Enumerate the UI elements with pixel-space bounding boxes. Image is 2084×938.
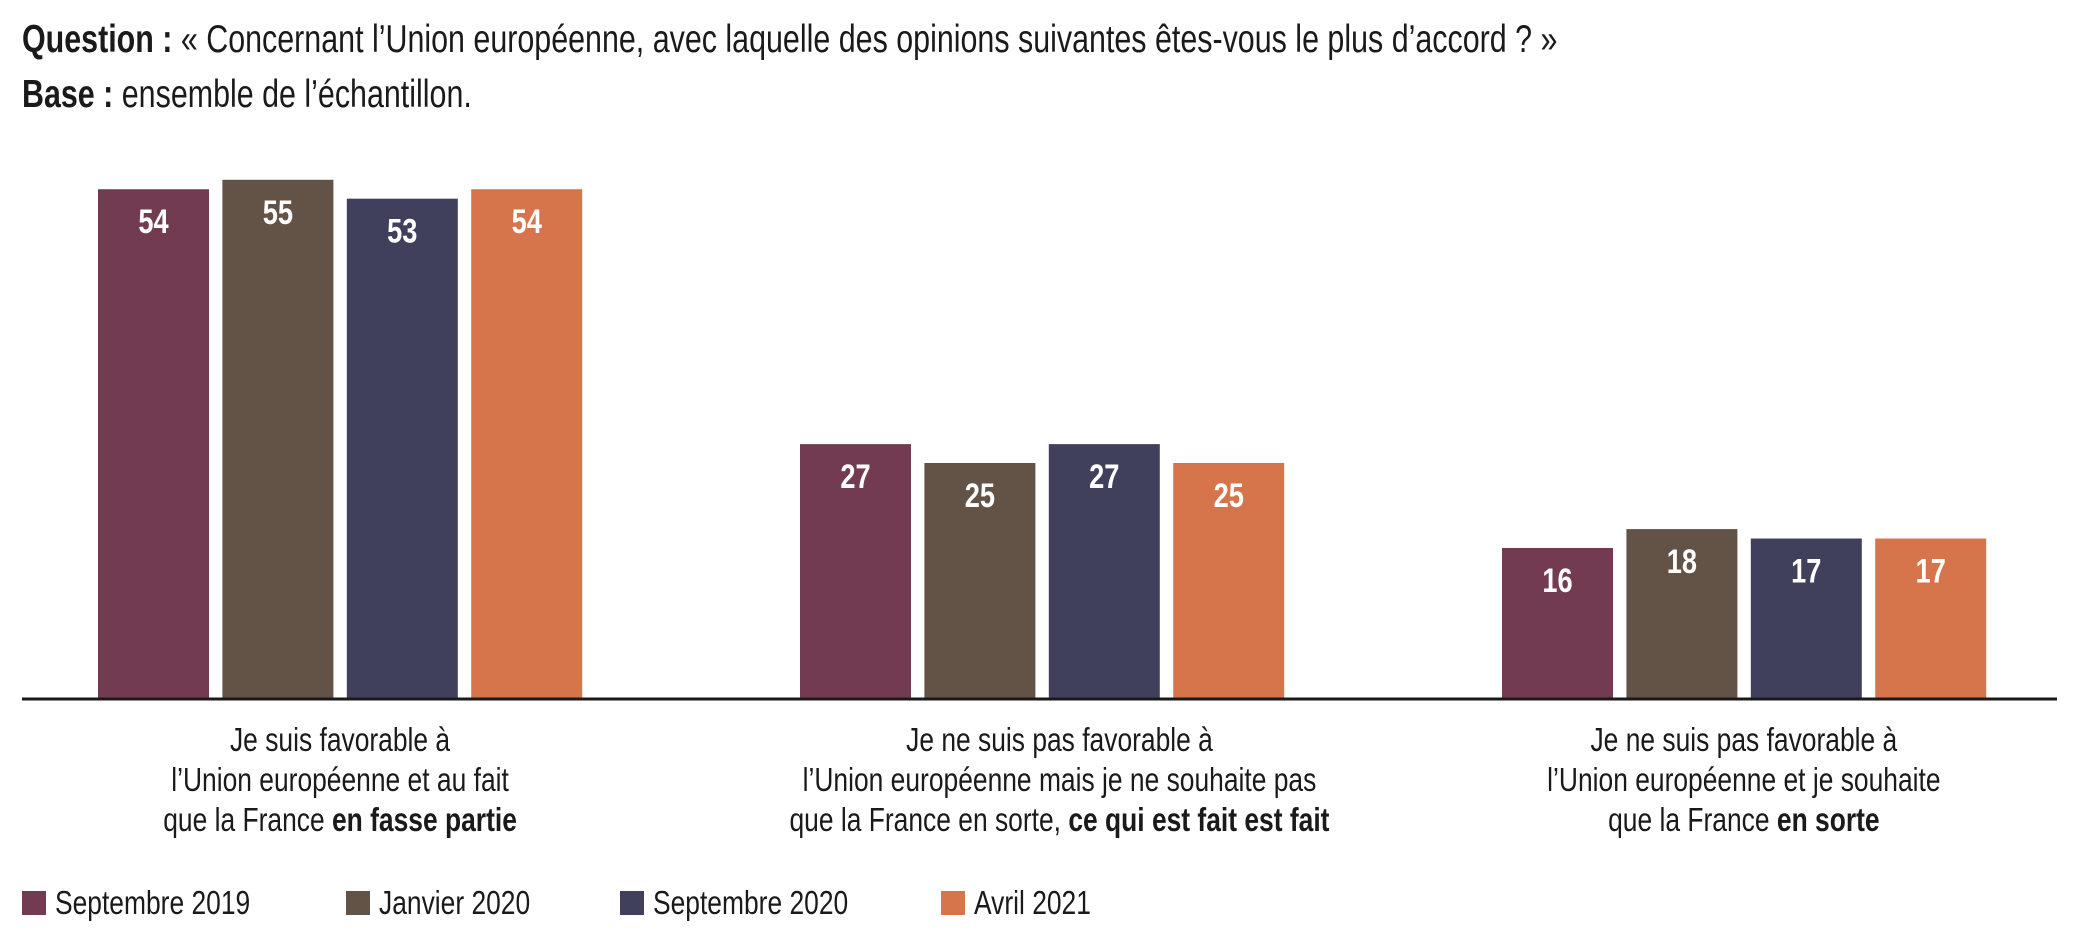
category-label-line: que la France en sorte <box>1547 800 1940 840</box>
category-label-text: l’Union européenne et au fait <box>171 761 509 798</box>
base-line: Base : ensemble de l’échantillon. <box>22 73 599 117</box>
category-label-text: que la France en sorte, <box>789 801 1069 838</box>
bar <box>222 179 334 700</box>
bar <box>924 463 1036 699</box>
category-label-line: que la France en sorte, ce qui est fait … <box>790 800 1330 840</box>
category-label-line: Je ne suis pas favorable à <box>1547 720 1940 760</box>
category-label-text: que la France <box>1608 801 1778 838</box>
legend-label: Septembre 2019 <box>55 884 251 921</box>
value-label: 25 <box>1214 476 1244 515</box>
category-label-text: que la France <box>163 801 333 838</box>
legend-item: Septembre 2020 <box>620 884 897 922</box>
category-label: Je suis favorable à l’Union européenne et… <box>20 720 660 840</box>
value-label: 53 <box>387 212 417 251</box>
category-label-emphasis: ce qui est fait est fait <box>1068 801 1330 838</box>
value-label: 54 <box>138 202 168 241</box>
bar <box>471 189 583 700</box>
bar <box>1502 547 1613 699</box>
bar <box>98 189 209 700</box>
legend-swatch <box>346 891 370 915</box>
bar <box>1048 444 1160 699</box>
category-label-line: l’Union européenne et je souhaite <box>1547 760 1940 800</box>
category-label-line: Je ne suis pas favorable à <box>790 720 1330 760</box>
value-label: 25 <box>965 476 995 515</box>
question-label: Question : <box>22 18 173 61</box>
bars-group <box>98 179 1987 700</box>
value-label: 54 <box>512 202 542 241</box>
base-text: ensemble de l’échantillon. <box>121 73 472 116</box>
value-label: 27 <box>1089 457 1119 496</box>
category-label-emphasis: en fasse partie <box>332 801 517 838</box>
category-label-line: Je suis favorable à <box>163 720 517 760</box>
value-label: 17 <box>1916 552 1946 591</box>
legend-item: Septembre 2019 <box>22 884 299 922</box>
category-label-line: l’Union européenne et au fait <box>163 760 517 800</box>
value-label: 27 <box>840 457 870 496</box>
legend-label: Janvier 2020 <box>379 884 531 921</box>
category-label-emphasis: en sorte <box>1777 801 1880 838</box>
value-label: 17 <box>1791 552 1821 591</box>
legend-swatch <box>620 891 644 915</box>
category-label-text: Je suis favorable à <box>230 721 451 758</box>
value-label: 55 <box>263 193 293 232</box>
base-label: Base : <box>22 73 114 116</box>
category-label-text: l’Union européenne et je souhaite <box>1547 761 1941 798</box>
category-label-line: que la France en fasse partie <box>163 800 517 840</box>
category-label-text: Je ne suis pas favorable à <box>906 721 1213 758</box>
category-label-text: l’Union européenne mais je ne souhaite p… <box>802 761 1317 798</box>
value-label: 18 <box>1667 542 1697 581</box>
question-line: Question : « Concernant l’Union européen… <box>22 18 1990 62</box>
bar <box>346 198 458 699</box>
legend-label: Septembre 2020 <box>653 884 849 921</box>
category-label-text: Je ne suis pas favorable à <box>1590 721 1898 758</box>
legend-item: Janvier 2020 <box>346 884 568 922</box>
bar <box>1875 538 1987 699</box>
category-label: Je ne suis pas favorable à l’Union europé… <box>1424 720 2064 840</box>
value-label: 16 <box>1542 561 1572 600</box>
category-label: Je ne suis pas favorable à l’Union europé… <box>722 720 1362 840</box>
bar <box>1626 529 1738 699</box>
value-labels-group: 54 55 53 54 27 25 27 25 16 18 17 17 <box>138 193 1945 600</box>
bar <box>1173 463 1285 699</box>
legend-item: Avril 2021 <box>941 884 1120 922</box>
bar <box>1750 538 1862 699</box>
question-text: « Concernant l’Union européenne, avec la… <box>180 18 1558 61</box>
bar <box>800 444 911 699</box>
category-label-line: l’Union européenne mais je ne souhaite p… <box>790 760 1330 800</box>
legend-swatch <box>941 891 965 915</box>
legend-swatch <box>22 891 46 915</box>
legend-label: Avril 2021 <box>974 884 1091 921</box>
